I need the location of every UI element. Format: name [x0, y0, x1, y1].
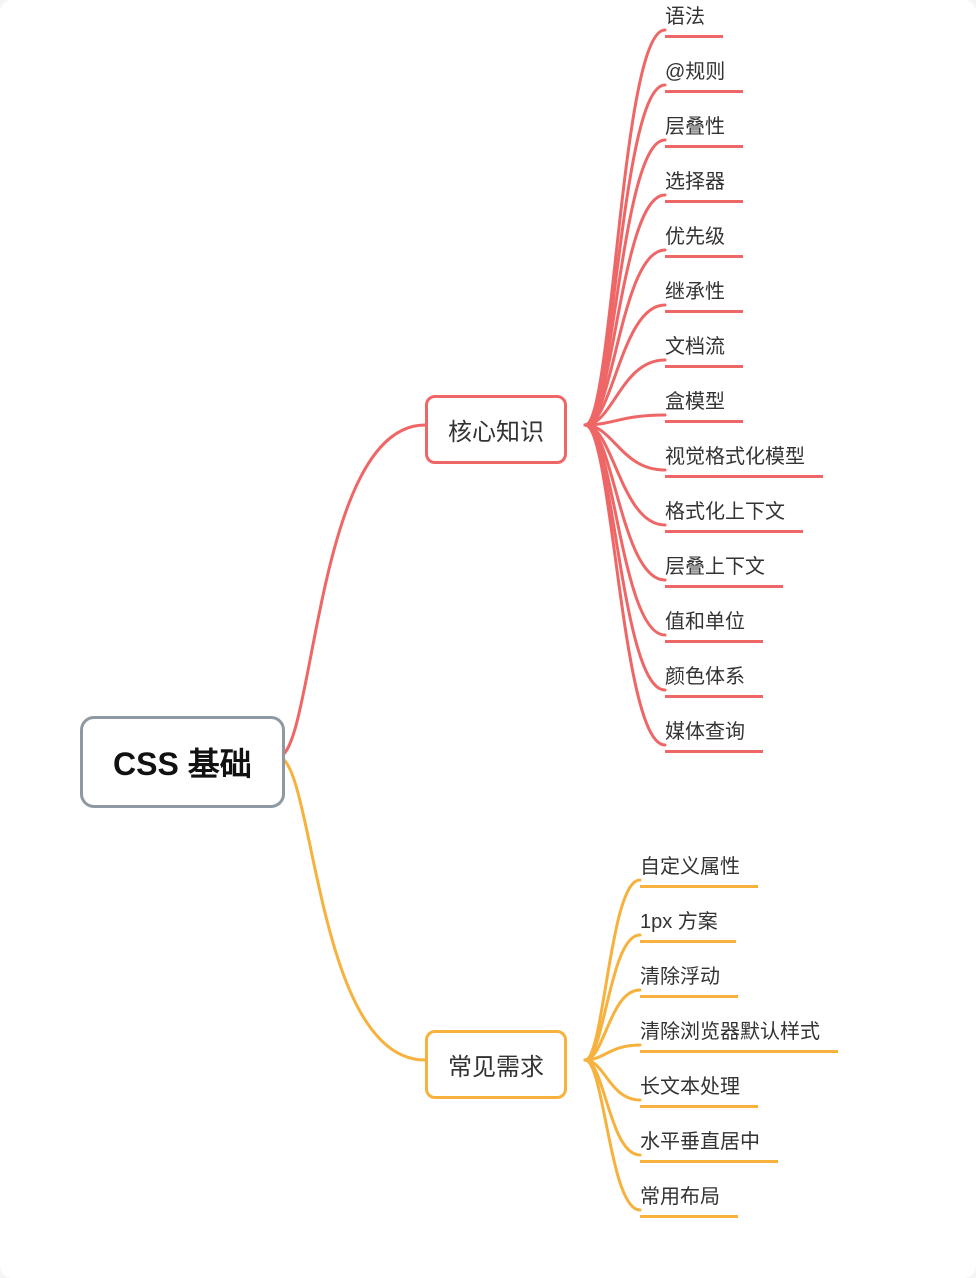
branch-node-common[interactable]: 常见需求	[425, 1030, 567, 1099]
leaf-node[interactable]: 值和单位	[665, 605, 763, 643]
leaf-node[interactable]: 层叠性	[665, 110, 743, 148]
leaf-node[interactable]: 常用布局	[640, 1180, 738, 1218]
leaf-node[interactable]: 1px 方案	[640, 905, 736, 943]
leaf-node[interactable]: 颜色体系	[665, 660, 763, 698]
leaf-node[interactable]: 清除浮动	[640, 960, 738, 998]
branch-node-core[interactable]: 核心知识	[425, 395, 567, 464]
leaf-node[interactable]: @规则	[665, 55, 743, 93]
leaf-node[interactable]: 选择器	[665, 165, 743, 203]
leaf-node[interactable]: 格式化上下文	[665, 495, 803, 533]
leaf-node[interactable]: 优先级	[665, 220, 743, 258]
leaf-node[interactable]: 清除浏览器默认样式	[640, 1015, 838, 1053]
leaf-node[interactable]: 自定义属性	[640, 850, 758, 888]
leaf-node[interactable]: 媒体查询	[665, 715, 763, 753]
mindmap-canvas: CSS 基础 核心知识 语法 @规则层叠性选择器优先级继承性文档流盒模型视觉格式化模型…	[0, 0, 976, 1278]
leaf-node[interactable]: 盒模型	[665, 385, 743, 423]
leaf-node[interactable]: 继承性	[665, 275, 743, 313]
leaf-node[interactable]: 语法	[665, 0, 723, 38]
leaf-node[interactable]: 长文本处理	[640, 1070, 758, 1108]
leaf-node[interactable]: 视觉格式化模型	[665, 440, 823, 478]
root-node[interactable]: CSS 基础	[80, 716, 285, 808]
leaf-node[interactable]: 文档流	[665, 330, 743, 368]
leaf-node[interactable]: 水平垂直居中	[640, 1125, 778, 1163]
leaf-node[interactable]: 层叠上下文	[665, 550, 783, 588]
